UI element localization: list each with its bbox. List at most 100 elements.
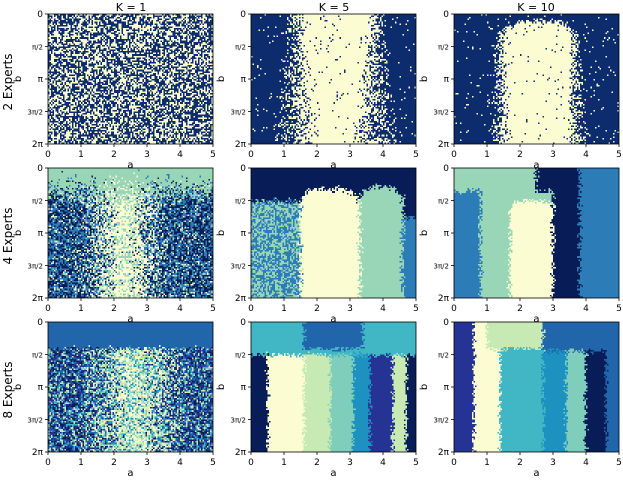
y-tick-label: 3π/2 [434,416,449,424]
heatmap-panel-4-experts-k5: 0 1 2 3 4 5 0 π/2 π 3π/2 2π a b [216,164,419,325]
x-tick-label: 0 [45,150,51,160]
y-tick-label: π [444,75,450,85]
x-tick-label: 4 [380,304,386,314]
x-tick-label: 3 [550,150,556,160]
y-tick-label: π/2 [235,197,246,205]
x-tick-label: 0 [451,150,457,160]
heatmap-image [454,14,619,144]
x-tick-label: 4 [583,304,589,314]
y-tick-label: π/2 [32,351,43,359]
x-tick-label: 4 [583,150,589,160]
y-tick-label: π [241,75,247,85]
x-axis-label: a [127,468,133,479]
x-tick-label: 2 [314,150,320,160]
x-tick-label: 3 [144,458,150,468]
y-tick-label: π/2 [438,43,449,51]
y-tick-label: π [38,75,44,85]
x-tick-label: 2 [517,150,523,160]
x-tick-label: 1 [281,458,287,468]
x-tick-label: 5 [616,304,622,314]
y-axis-label: b [13,230,24,236]
y-axis-label: b [13,384,24,390]
heatmap-image [454,322,619,452]
x-tick-label: 1 [484,304,490,314]
x-tick-label: 1 [78,458,84,468]
heatmap-image [251,14,416,144]
y-tick-label: 2π [235,294,247,304]
row-label-8-experts: 8 Experts [1,361,15,418]
x-axis-label: a [330,468,336,479]
heatmap-panel-4-experts-k10: 0 1 2 3 4 5 0 π/2 π 3π/2 2π a b [419,164,622,325]
x-tick-label: 2 [111,458,117,468]
y-tick-label: 2π [32,294,44,304]
x-tick-label: 2 [111,150,117,160]
y-tick-label: 3π/2 [434,108,449,116]
x-tick-label: 5 [413,304,419,314]
x-axis-label: a [330,314,336,325]
heatmap-panel-4-experts-k1: 0 1 2 3 4 5 0 π/2 π 3π/2 2π a b [13,164,216,325]
y-tick-label: π [241,229,247,239]
heatmap-panel-8-experts-k5: 0 1 2 3 4 5 0 π/2 π 3π/2 2π a b [216,318,419,479]
y-tick-label: 2π [235,448,247,458]
x-tick-label: 0 [248,150,254,160]
x-tick-label: 4 [583,458,589,468]
heatmap-image [251,168,416,298]
y-tick-label: π/2 [438,351,449,359]
y-tick-label: π/2 [235,351,246,359]
x-tick-label: 1 [78,304,84,314]
y-tick-label: 2π [438,294,450,304]
x-axis-label: a [127,314,133,325]
x-tick-label: 0 [45,458,51,468]
x-tick-label: 1 [484,458,490,468]
x-tick-label: 0 [451,304,457,314]
row-label-2-experts: 2 Experts [1,53,15,110]
x-tick-label: 5 [210,458,216,468]
heatmap-image [48,168,213,298]
y-axis-label: b [419,230,430,236]
y-tick-label: 3π/2 [28,262,43,270]
x-tick-label: 4 [177,150,183,160]
x-tick-label: 3 [347,150,353,160]
x-tick-label: 0 [45,304,51,314]
y-axis-label: b [216,230,227,236]
x-tick-label: 0 [248,304,254,314]
heatmap-image [48,14,213,144]
y-tick-label: π [444,383,450,393]
y-tick-label: 0 [37,164,43,174]
x-tick-label: 3 [347,458,353,468]
row-label-4-experts: 4 Experts [1,207,15,264]
x-tick-label: 1 [78,150,84,160]
column-title-k10: K = 10 [517,1,554,14]
y-tick-label: 0 [443,164,449,174]
x-axis-label: a [330,160,336,171]
y-tick-label: 2π [32,448,44,458]
y-tick-label: π [241,383,247,393]
x-tick-label: 4 [380,458,386,468]
y-axis-label: b [13,76,24,82]
y-tick-label: π/2 [32,43,43,51]
x-tick-label: 2 [517,458,523,468]
y-axis-label: b [419,76,430,82]
y-tick-label: 0 [37,10,43,20]
x-tick-label: 4 [177,458,183,468]
y-tick-label: 0 [240,10,246,20]
y-tick-label: 3π/2 [231,108,246,116]
heatmap-panel-2-experts-k5: 0 1 2 3 4 5 0 π/2 π 3π/2 2π a b [216,10,419,171]
x-tick-label: 1 [281,304,287,314]
y-tick-label: 3π/2 [28,416,43,424]
column-title-k1: K = 1 [116,1,146,14]
x-tick-label: 4 [177,304,183,314]
x-tick-label: 2 [314,458,320,468]
x-tick-label: 2 [314,304,320,314]
x-tick-label: 4 [380,150,386,160]
x-tick-label: 2 [111,304,117,314]
heatmap-panel-8-experts-k10: 0 1 2 3 4 5 0 π/2 π 3π/2 2π a b [419,318,622,479]
y-tick-label: π/2 [235,43,246,51]
heatmap-image [251,322,416,452]
y-axis-label: b [216,76,227,82]
x-tick-label: 1 [281,150,287,160]
x-tick-label: 5 [616,150,622,160]
x-tick-label: 0 [248,458,254,468]
heatmap-panel-8-experts-k1: 0 1 2 3 4 5 0 π/2 π 3π/2 2π a b [13,318,216,479]
